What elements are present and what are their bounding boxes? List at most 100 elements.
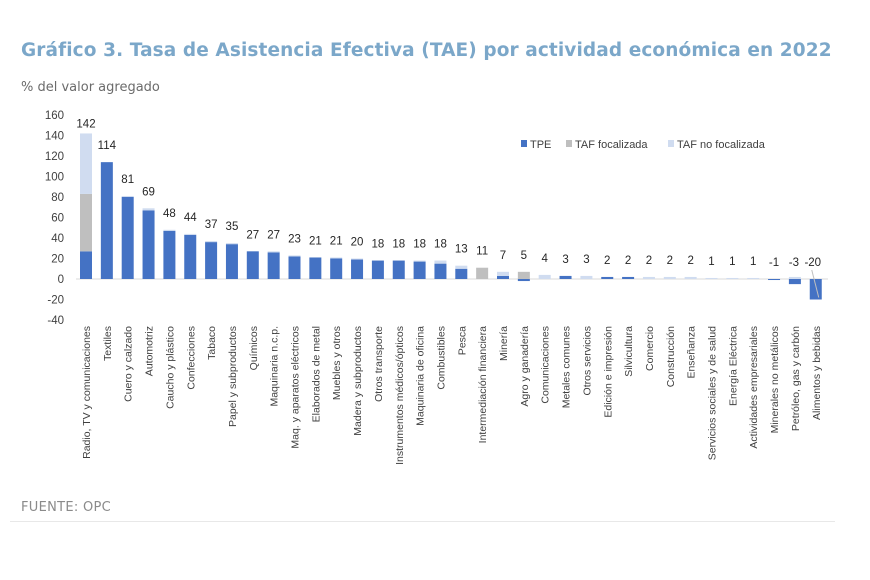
x-tick-label: Intermediación financiera [477, 326, 489, 443]
x-tick-label: Automotriz [144, 326, 156, 376]
bar-segment-taf-no-focalizada [663, 276, 676, 279]
bar-segment-tpe [392, 260, 405, 279]
bar-segment-tpe [205, 242, 218, 279]
bar-segment-taf-no-focalizada [788, 276, 801, 279]
y-tick-label: -40 [47, 315, 64, 327]
data-label: 114 [98, 140, 117, 152]
bar-segment-tpe [788, 279, 801, 285]
x-tick-label: Minerales no metálicos [769, 326, 781, 433]
x-tick-label: Alimentos y bebidas [811, 326, 823, 420]
bar-segment-taf-no-focalizada [163, 229, 176, 231]
data-label: 1 [729, 256, 735, 268]
leader-line [811, 269, 820, 298]
bar-segment-taf-focalizada [517, 271, 530, 279]
bar-segment-tpe [267, 252, 280, 279]
y-tick-label: 40 [51, 233, 64, 245]
bar-segment-tpe [100, 162, 113, 279]
x-tick-label: Pesca [456, 326, 468, 355]
data-label: 7 [500, 250, 506, 262]
bar-segment-taf-no-focalizada [80, 133, 92, 194]
data-label: 18 [372, 239, 385, 251]
footer-divider [10, 521, 835, 522]
data-label: 3 [562, 254, 568, 266]
bar-segment-taf-no-focalizada [434, 260, 447, 264]
data-label: 37 [205, 219, 218, 231]
bar-segment-tpe [497, 275, 509, 279]
x-tick-label: Comercio [644, 326, 656, 371]
x-tick-label: Combustibles [435, 326, 447, 390]
data-label: -20 [804, 257, 821, 269]
bar-segment-taf-no-focalizada [121, 195, 134, 197]
x-tick-label: Actividades empresariales [748, 326, 760, 449]
data-label: 48 [163, 208, 176, 220]
x-tick-label: Maquinaria n.c.p. [269, 326, 281, 407]
data-label: 69 [142, 186, 155, 198]
x-tick-label: Otros transporte [373, 326, 385, 402]
data-label: -1 [769, 257, 779, 269]
bar-segment-taf-no-focalizada [267, 251, 280, 253]
data-label: 35 [226, 221, 239, 233]
data-label: 2 [625, 255, 631, 267]
bar-segment-tpe [455, 268, 468, 279]
x-tick-label: Textiles [102, 326, 114, 361]
y-tick-label: 60 [51, 213, 64, 225]
x-tick-label: Construcción [665, 326, 677, 387]
bar-segment-tpe [413, 261, 426, 279]
legend-swatch-taf-no-focalizada [668, 140, 674, 147]
bar-segment-tpe [434, 263, 447, 279]
data-label: 81 [121, 174, 134, 186]
bar-segment-tpe [184, 234, 197, 279]
x-tick-label: Comunicaciones [540, 326, 552, 404]
x-tick-label: Papel y subproductos [227, 326, 239, 427]
x-tick-label: Cuero y calzado [123, 326, 135, 402]
bar-segment-tpe [622, 276, 635, 279]
x-tick-label: Silvicultura [623, 326, 635, 377]
x-tick-label: Energía Eléctrica [727, 326, 739, 406]
y-tick-label: 80 [51, 192, 64, 204]
chart-title: Gráfico 3. Tasa de Asistencia Efectiva (… [21, 40, 832, 61]
x-tick-label: Tabaco [206, 326, 218, 360]
data-label: 18 [413, 239, 426, 251]
legend-label: TPE [530, 139, 551, 151]
bar-segment-tpe [288, 256, 301, 279]
x-tick-label: Muebles y otros [331, 326, 343, 400]
bar-segment-tpe [80, 251, 92, 279]
y-axis-unit-label: % del valor agregado [21, 80, 160, 95]
x-tick-label: Radio, TV y comunicaciones [81, 326, 93, 459]
x-tick-label: Instrumentos médicos/ópticos [394, 326, 406, 465]
y-tick-label: 20 [51, 254, 64, 266]
bar-segment-taf-no-focalizada [205, 241, 218, 243]
bar-segment-tpe [142, 210, 155, 279]
data-label: 3 [583, 254, 589, 266]
bar-segment-taf-no-focalizada [580, 275, 593, 279]
data-label: 21 [330, 235, 343, 247]
bar-segment-tpe [121, 197, 134, 279]
x-tick-label: Petróleo, gas y carbón [790, 326, 802, 431]
legend-label: TAF no focalizada [677, 139, 766, 151]
source-note: FUENTE: OPC [21, 500, 112, 515]
data-label: -3 [789, 257, 799, 269]
legend-label: TAF focalizada [575, 139, 648, 151]
x-tick-label: Minería [498, 326, 510, 361]
y-tick-label: 0 [58, 274, 64, 286]
bar-segment-taf-no-focalizada [351, 258, 364, 260]
bar-segment-taf-no-focalizada [288, 255, 301, 257]
data-label: 142 [76, 118, 95, 130]
data-label: 1 [708, 256, 714, 268]
bar-segment-taf-no-focalizada [142, 208, 155, 211]
y-tick-label: -20 [47, 295, 64, 307]
bar-segment-tpe [371, 260, 384, 279]
bar-segment-taf-no-focalizada [413, 260, 426, 262]
data-label: 27 [246, 229, 259, 241]
bar-segment-taf-no-focalizada [455, 265, 468, 269]
bar-segment-tpe [163, 230, 176, 279]
data-label: 20 [351, 237, 364, 249]
data-label: 2 [667, 255, 673, 267]
legend: TPE TAF focalizada TAF no focalizada [521, 139, 766, 151]
bar-segment-taf-no-focalizada [225, 243, 238, 245]
bar-segment-tpe [225, 244, 238, 279]
x-tick-label: Metales comunes [561, 326, 573, 408]
data-label: 4 [541, 253, 548, 265]
x-tick-label: Agro y ganadería [519, 326, 531, 407]
